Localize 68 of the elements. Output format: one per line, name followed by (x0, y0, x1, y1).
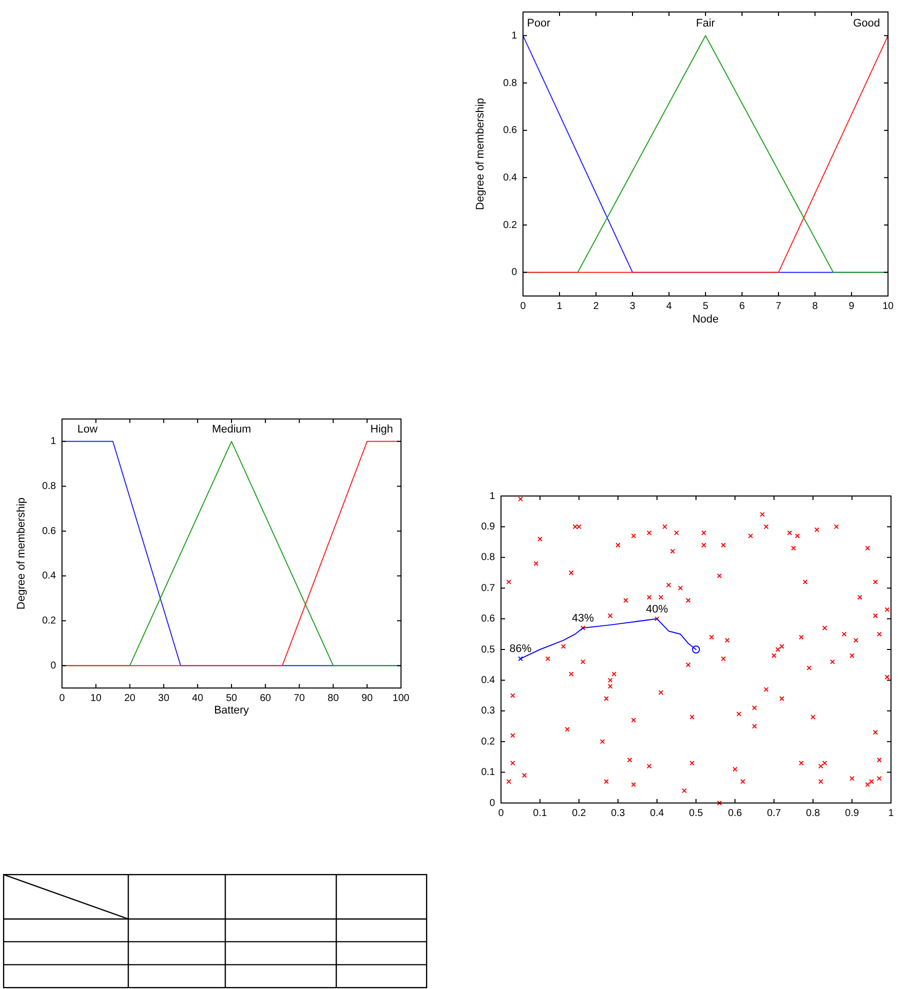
series-label: Good (853, 18, 880, 30)
series-label: Poor (527, 18, 551, 30)
x-tick-label: 0.2 (572, 808, 586, 819)
series-label: Low (77, 423, 98, 436)
y-tick-label: 0.7 (481, 582, 496, 594)
y-tick-label: 0.8 (481, 552, 496, 564)
x-tick-label: 80 (328, 692, 340, 704)
x-tick-label: 2 (593, 300, 600, 312)
x-tick-label: 10 (882, 300, 894, 312)
series-label: Fair (696, 18, 716, 30)
x-tick-label: 0 (520, 300, 526, 312)
x-tick-label: 0.6 (728, 808, 742, 819)
y-tick-label: 0 (511, 267, 518, 278)
series-label: Medium (212, 423, 252, 436)
x-tick-label: 60 (260, 692, 272, 704)
y-tick-label: 0.5 (481, 644, 496, 656)
y-tick-label: 0.4 (42, 570, 56, 582)
y-tick-label: 1 (50, 436, 56, 448)
y-tick-label: 0.6 (42, 526, 56, 537)
y-tick-label: 0.3 (481, 706, 496, 717)
y-tick-label: 0.1 (481, 767, 496, 778)
x-tick-label: 6 (739, 300, 746, 312)
x-tick-label: 0.8 (806, 808, 820, 819)
x-tick-label: 0.7 (767, 808, 782, 819)
y-tick-label: 0 (50, 660, 56, 672)
x-tick-label: 0.9 (845, 808, 860, 819)
y-tick-label: 0.2 (503, 220, 518, 231)
x-tick-label: 5 (702, 300, 709, 312)
x-tick-label: 8 (812, 300, 818, 312)
y-tick-label: 0.6 (481, 614, 496, 625)
x-tick-label: 0.3 (611, 808, 626, 819)
y-tick-label: 0.2 (481, 736, 496, 748)
y-axis-title: Degree of membership (16, 498, 28, 610)
y-tick-label: 0.6 (503, 125, 518, 136)
x-tick-label: 0.4 (650, 808, 664, 819)
x-tick-label: 1 (556, 300, 563, 312)
y-tick-label: 0.4 (503, 172, 518, 184)
x-tick-label: 0.5 (689, 808, 704, 819)
x-tick-label: 0 (59, 692, 66, 704)
x-tick-label: 40 (192, 692, 204, 704)
x-tick-label: 7 (776, 300, 782, 312)
x-tick-label: 4 (666, 300, 672, 312)
x-tick-label: 9 (848, 300, 855, 312)
x-axis-title: Battery (214, 704, 250, 716)
x-tick-label: 0.1 (533, 808, 548, 819)
x-tick-label: 10 (90, 692, 102, 704)
x-tick-label: 1 (888, 808, 894, 819)
annotation: 43% (572, 612, 594, 625)
x-tick-label: 100 (392, 692, 410, 704)
x-tick-label: 30 (158, 692, 170, 704)
x-tick-label: 50 (226, 692, 238, 704)
y-tick-label: 0.2 (42, 616, 56, 626)
y-tick-label: 0.4 (481, 674, 496, 686)
y-tick-label: 0 (489, 798, 496, 809)
x-tick-label: 3 (630, 300, 636, 312)
y-tick-label: 1 (489, 490, 496, 502)
y-tick-label: 0.8 (42, 481, 56, 492)
x-tick-label: 20 (124, 692, 136, 704)
y-axis-title: Degree of membership (474, 98, 487, 210)
annotation: 86% (509, 643, 532, 656)
annotation: 40% (646, 603, 668, 616)
series-label: High (370, 423, 393, 436)
y-tick-label: 1 (511, 30, 518, 42)
x-tick-label: 70 (294, 692, 306, 704)
x-tick-label: 90 (362, 692, 374, 704)
y-tick-label: 0.9 (481, 521, 496, 532)
y-tick-label: 0.8 (503, 78, 518, 89)
x-axis-title: Node (692, 313, 719, 326)
